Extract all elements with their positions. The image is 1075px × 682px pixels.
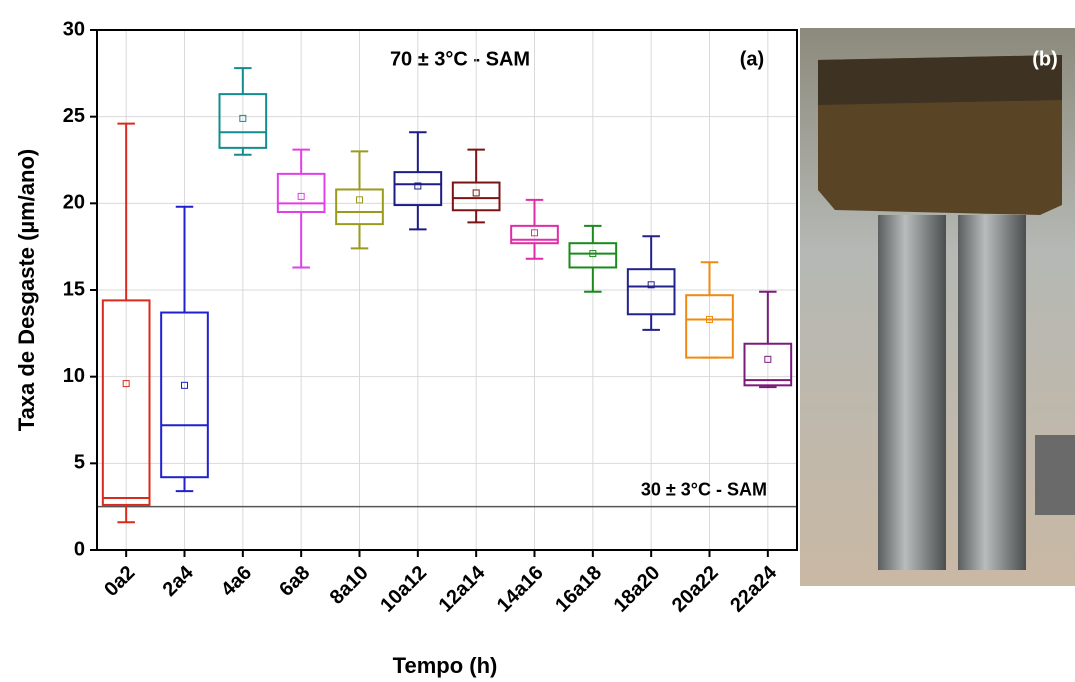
x-tick-label: 12a14 xyxy=(435,561,491,617)
box xyxy=(335,188,384,226)
mean xyxy=(414,182,422,190)
box xyxy=(626,268,676,316)
annotation: 70 ± 3°C - SAM xyxy=(390,48,530,70)
x-tick-label: 2a4 xyxy=(159,561,199,601)
box xyxy=(101,299,151,506)
y-tick-label: 15 xyxy=(63,278,85,300)
mean xyxy=(122,380,130,388)
y-tick-label: 0 xyxy=(74,538,85,560)
x-tick-label: 16a18 xyxy=(551,562,606,617)
mean xyxy=(239,114,247,122)
mean xyxy=(181,381,188,389)
box xyxy=(743,342,793,387)
x-tick-label: 14a16 xyxy=(493,562,548,617)
mean xyxy=(472,189,480,197)
box xyxy=(160,311,209,479)
x-tick-label: 4a6 xyxy=(217,562,256,601)
mean xyxy=(647,281,655,289)
box xyxy=(276,172,326,214)
mean xyxy=(764,355,772,363)
photo: (b) xyxy=(800,28,1075,586)
y-tick-label: 5 xyxy=(74,452,85,474)
box xyxy=(451,181,501,212)
x-tick-label: 20a22 xyxy=(668,562,723,617)
y-tick-label: 25 xyxy=(63,105,85,127)
y-tick-label: 30 xyxy=(63,18,85,40)
mean xyxy=(297,192,305,200)
x-tick-label: 22a24 xyxy=(726,561,782,617)
panel-label: (b) xyxy=(1032,48,1058,70)
x-tick-label: 8a10 xyxy=(326,562,373,609)
plot-frame xyxy=(96,29,798,551)
panel-label: (a) xyxy=(740,48,764,70)
x-tick-label: 0a2 xyxy=(100,562,139,601)
reference-label: 30 ± 3°C - SAM xyxy=(641,479,767,499)
y-tick-label: 10 xyxy=(63,365,85,387)
mean xyxy=(706,315,713,323)
box xyxy=(393,171,443,207)
mean xyxy=(356,196,363,204)
x-tick-label: 6a8 xyxy=(275,562,314,601)
box xyxy=(218,93,268,149)
box xyxy=(568,242,618,269)
mean xyxy=(589,250,597,258)
y-axis-title: Taxa de Desgaste (µm/ano) xyxy=(14,149,39,431)
x-tick-label: 10a12 xyxy=(376,562,431,617)
y-tick-label: 20 xyxy=(63,192,85,214)
mean xyxy=(531,229,538,237)
box xyxy=(510,224,559,245)
x-tick-label: 18a20 xyxy=(610,562,665,617)
x-axis-title: Tempo (h) xyxy=(393,653,498,678)
box xyxy=(685,294,734,359)
